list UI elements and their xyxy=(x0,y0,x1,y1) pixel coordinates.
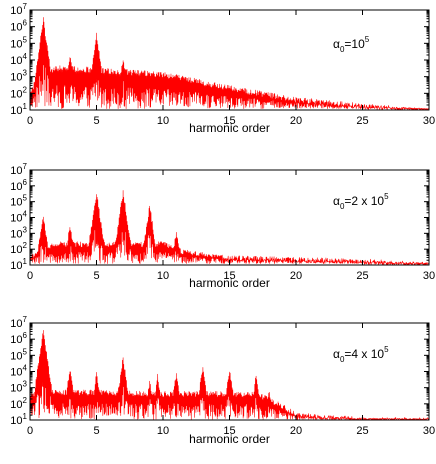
y-tick-label: 105 xyxy=(10,347,27,362)
x-tick-label: 0 xyxy=(27,270,33,282)
series-line xyxy=(30,330,429,420)
y-tick-label: 105 xyxy=(10,35,27,50)
y-tick-label: 106 xyxy=(10,178,27,193)
x-tick-label: 30 xyxy=(423,425,435,437)
y-tick-label: 104 xyxy=(10,364,27,379)
x-tick-label: 30 xyxy=(423,115,435,127)
x-tick-label: 0 xyxy=(27,425,33,437)
x-tick-label: 0 xyxy=(27,115,33,127)
y-tick-label: 106 xyxy=(10,331,27,346)
y-tick-label: 105 xyxy=(10,194,27,209)
y-tick-label: 104 xyxy=(10,52,27,67)
y-tick-label: 106 xyxy=(10,19,27,34)
x-tick-label: 20 xyxy=(290,270,302,282)
x-tick-label: 5 xyxy=(93,115,99,127)
x-tick-label: 20 xyxy=(290,425,302,437)
y-tick-label: 102 xyxy=(10,241,27,256)
x-tick-label: 15 xyxy=(223,270,235,282)
x-tick-label: 5 xyxy=(93,425,99,437)
x-tick-label: 5 xyxy=(93,270,99,282)
x-axis-title: harmonic order xyxy=(189,276,270,290)
x-axis-title: harmonic order xyxy=(189,121,270,135)
y-tick-label: 107 xyxy=(10,162,27,177)
y-tick-label: 103 xyxy=(10,225,27,240)
x-tick-label: 10 xyxy=(157,425,169,437)
y-tick-label: 101 xyxy=(10,257,27,272)
y-tick-label: 104 xyxy=(10,210,27,225)
x-tick-label: 15 xyxy=(223,425,235,437)
x-tick-label: 25 xyxy=(356,270,368,282)
x-axis-title: harmonic order xyxy=(189,432,270,446)
y-tick-label: 102 xyxy=(10,396,27,411)
x-tick-label: 30 xyxy=(423,270,435,282)
y-tick-label: 101 xyxy=(10,102,27,117)
x-tick-label: 10 xyxy=(157,270,169,282)
x-tick-label: 20 xyxy=(290,115,302,127)
alpha-annotation: α0=105 xyxy=(333,35,370,54)
x-tick-label: 10 xyxy=(157,115,169,127)
alpha-annotation: α0=2 x 105 xyxy=(333,192,389,211)
x-tick-label: 25 xyxy=(356,115,368,127)
alpha-annotation: α0=4 x 105 xyxy=(333,345,389,364)
x-tick-label: 25 xyxy=(356,425,368,437)
y-tick-label: 103 xyxy=(10,69,27,84)
x-tick-label: 15 xyxy=(223,115,235,127)
y-tick-label: 102 xyxy=(10,85,27,100)
y-tick-label: 107 xyxy=(10,315,27,330)
y-tick-label: 107 xyxy=(10,2,27,17)
y-tick-label: 101 xyxy=(10,412,27,427)
series-line xyxy=(30,17,429,110)
y-tick-label: 103 xyxy=(10,380,27,395)
